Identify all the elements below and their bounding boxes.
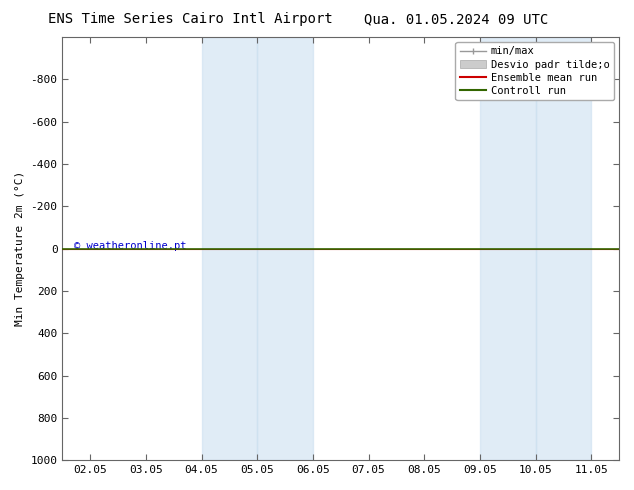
Legend: min/max, Desvio padr tilde;o, Ensemble mean run, Controll run: min/max, Desvio padr tilde;o, Ensemble m… <box>455 42 614 100</box>
Text: ENS Time Series Cairo Intl Airport: ENS Time Series Cairo Intl Airport <box>48 12 333 26</box>
Text: Qua. 01.05.2024 09 UTC: Qua. 01.05.2024 09 UTC <box>365 12 548 26</box>
Bar <box>202 37 257 460</box>
Bar <box>536 37 591 460</box>
Bar <box>257 37 313 460</box>
Y-axis label: Min Temperature 2m (°C): Min Temperature 2m (°C) <box>15 171 25 326</box>
Text: © weatheronline.pt: © weatheronline.pt <box>74 242 186 251</box>
Bar <box>480 37 536 460</box>
